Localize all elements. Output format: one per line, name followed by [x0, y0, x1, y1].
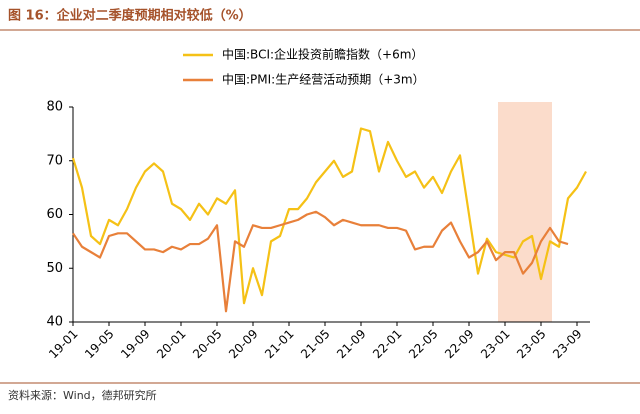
x-tick-label: 19-05 — [82, 327, 117, 362]
y-tick-label: 50 — [46, 261, 63, 276]
x-tick-label: 23-05 — [514, 327, 549, 362]
x-tick-label: 19-01 — [46, 327, 81, 362]
x-tick-label: 20-05 — [190, 327, 225, 362]
chart-title: 图 16：企业对二季度预期相对较低（%） — [8, 8, 252, 24]
x-tick-label: 23-01 — [478, 327, 513, 362]
x-tick-label: 20-01 — [154, 327, 189, 362]
y-tick-label: 70 — [46, 153, 63, 168]
x-tick-label: 21-09 — [334, 327, 369, 362]
highlight-region — [498, 102, 552, 322]
y-tick-label: 60 — [46, 207, 63, 222]
x-tick-label: 22-09 — [442, 327, 477, 362]
legend-label: 中国:PMI:生产经营活动预期（+3m） — [222, 72, 425, 87]
x-tick-label: 21-05 — [298, 327, 333, 362]
y-tick-label: 40 — [46, 315, 63, 330]
series-line — [72, 210, 569, 313]
x-tick-label: 23-09 — [550, 327, 585, 362]
legend-label: 中国:BCI:企业投资前瞻指数（+6m） — [222, 47, 423, 62]
series-line — [71, 127, 587, 305]
x-tick-label: 19-09 — [118, 327, 153, 362]
x-tick-label: 22-05 — [406, 327, 441, 362]
source: 资料来源：Wind，德邦研究所 — [8, 388, 157, 402]
x-tick-label: 21-01 — [262, 327, 297, 362]
x-tick-label: 20-09 — [226, 327, 261, 362]
x-tick-label: 22-01 — [370, 327, 405, 362]
y-tick-label: 80 — [46, 100, 63, 115]
